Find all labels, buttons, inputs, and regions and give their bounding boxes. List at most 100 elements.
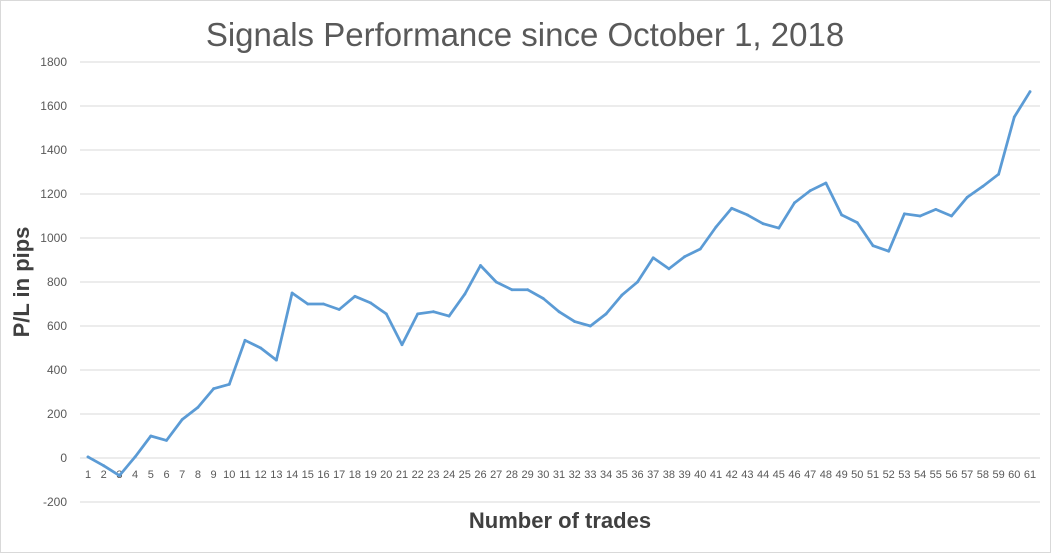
data-point <box>541 297 545 300</box>
data-point <box>981 184 985 188</box>
data-point <box>950 214 953 218</box>
x-tick-label: 16 <box>317 469 329 481</box>
data-point <box>510 288 514 292</box>
data-point <box>306 302 310 306</box>
data-point <box>447 314 451 318</box>
data-point <box>86 455 90 459</box>
x-tick-label: 38 <box>663 469 675 481</box>
y-tick-label: 200 <box>47 407 67 421</box>
x-tick-label: 48 <box>820 469 832 481</box>
y-tick-label: 1400 <box>40 143 67 157</box>
data-point <box>730 206 734 210</box>
data-point <box>432 310 435 314</box>
x-tick-label: 9 <box>211 469 217 481</box>
x-tick-label: 57 <box>961 469 973 481</box>
x-tick-label: 21 <box>396 469 408 481</box>
x-tick-label: 30 <box>537 469 549 481</box>
data-point <box>620 293 624 297</box>
data-point <box>1028 90 1032 94</box>
x-tick-label: 1 <box>85 469 91 481</box>
x-tick-label: 32 <box>569 469 581 481</box>
data-point <box>604 312 608 316</box>
x-tick-label: 13 <box>270 469 282 481</box>
x-tick-label: 14 <box>286 469 298 481</box>
data-point <box>808 189 812 193</box>
data-point <box>965 195 969 199</box>
x-tick-label: 12 <box>255 469 267 481</box>
x-tick-label: 10 <box>223 469 235 481</box>
data-point <box>840 213 843 217</box>
x-tick-label: 60 <box>1008 469 1020 481</box>
y-tick-label: 800 <box>47 275 67 289</box>
data-point <box>384 312 388 316</box>
x-tick-label: 37 <box>647 469 659 481</box>
data-point <box>196 406 200 409</box>
y-tick-label: 0 <box>60 451 67 465</box>
data-point <box>243 338 247 342</box>
x-tick-label: 17 <box>333 469 345 481</box>
data-point <box>102 464 106 468</box>
x-tick-label: 46 <box>788 469 800 481</box>
data-point <box>416 312 420 316</box>
x-tick-label: 19 <box>364 469 376 481</box>
x-tick-label: 51 <box>867 469 879 481</box>
x-axis-title: Number of trades <box>469 508 651 533</box>
x-tick-label: 43 <box>741 469 753 481</box>
data-point <box>903 212 906 216</box>
x-tick-label: 54 <box>914 469 926 481</box>
x-tick-label: 36 <box>631 469 643 481</box>
data-point <box>824 181 828 185</box>
data-point <box>683 255 686 259</box>
x-tick-label: 40 <box>694 469 706 481</box>
data-point <box>463 292 467 296</box>
y-tick-label: -200 <box>43 495 67 509</box>
data-point <box>353 294 357 298</box>
x-tick-label: 49 <box>835 469 847 481</box>
data-point <box>290 291 294 295</box>
data-point <box>275 358 278 362</box>
data-point <box>133 455 137 459</box>
series-layer <box>86 90 1032 477</box>
x-tick-label: 33 <box>584 469 596 481</box>
x-tick-label: 61 <box>1024 469 1036 481</box>
data-point <box>651 256 655 260</box>
x-tick-label: 52 <box>883 469 895 481</box>
data-point <box>149 434 153 438</box>
x-tick-label: 23 <box>427 469 439 481</box>
x-tick-label: 5 <box>148 469 154 481</box>
x-tick-label: 59 <box>992 469 1004 481</box>
x-tick-label: 56 <box>945 469 957 481</box>
x-tick-label: 50 <box>851 469 863 481</box>
data-point <box>180 418 184 421</box>
data-point <box>227 382 231 386</box>
y-tick-label: 1200 <box>40 187 67 201</box>
x-tick-label: 22 <box>412 469 424 481</box>
x-tick-label: 2 <box>101 469 107 481</box>
data-point <box>997 172 1000 176</box>
series-line <box>86 90 1032 477</box>
data-point <box>573 320 577 323</box>
x-tick-label: 11 <box>239 469 250 481</box>
x-tick-label: 58 <box>977 469 989 481</box>
x-tick-label: 8 <box>195 469 201 481</box>
x-tick-label: 7 <box>179 469 185 481</box>
x-tick-label: 34 <box>600 469 612 481</box>
x-tick-label: 53 <box>898 469 910 481</box>
x-tick-label: 39 <box>678 469 690 481</box>
data-point <box>887 249 891 253</box>
x-axis-ticks: 1234567891011121314151617181920212223242… <box>85 469 1036 481</box>
x-tick-label: 42 <box>726 469 738 481</box>
data-point <box>369 301 372 305</box>
x-tick-label: 24 <box>443 469 455 481</box>
data-point <box>400 343 404 347</box>
x-tick-label: 27 <box>490 469 502 481</box>
data-point <box>259 346 263 350</box>
x-tick-label: 15 <box>302 469 314 481</box>
data-point <box>761 222 765 226</box>
x-tick-label: 31 <box>553 469 565 481</box>
data-point <box>855 221 859 225</box>
x-tick-label: 55 <box>930 469 942 481</box>
x-tick-label: 41 <box>710 469 722 481</box>
data-point <box>918 214 922 218</box>
